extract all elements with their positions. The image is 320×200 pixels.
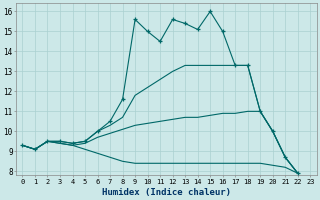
- X-axis label: Humidex (Indice chaleur): Humidex (Indice chaleur): [102, 188, 231, 197]
